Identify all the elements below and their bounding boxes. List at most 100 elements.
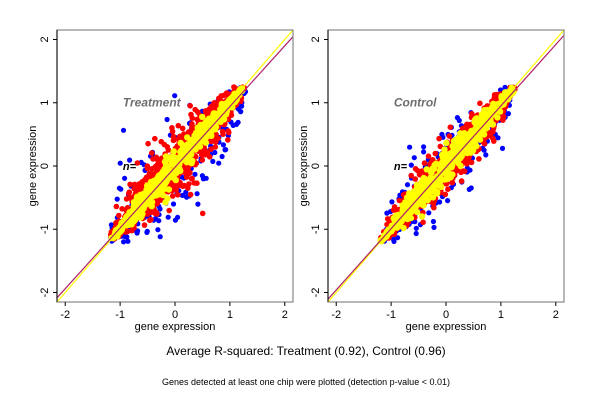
data-point	[189, 121, 195, 127]
treatment-x-ticks: -2 -1 0 1 2	[60, 302, 288, 321]
data-point	[194, 191, 200, 197]
data-point	[216, 160, 222, 166]
data-point	[150, 192, 158, 199]
data-point	[203, 149, 210, 156]
x-tick-label: -2	[331, 309, 341, 321]
data-point	[452, 136, 460, 143]
data-point	[404, 182, 411, 188]
data-point	[208, 146, 214, 152]
data-point	[183, 189, 189, 195]
data-point	[121, 239, 127, 245]
data-point	[437, 167, 444, 175]
data-point	[468, 159, 475, 166]
control-title: Control	[394, 96, 437, 110]
data-point	[124, 234, 130, 240]
y-tick-label: -1	[39, 224, 51, 234]
data-point	[458, 169, 464, 176]
data-point	[413, 225, 419, 231]
data-point	[144, 163, 151, 169]
data-point	[225, 137, 231, 143]
x-tick-label: 2	[553, 309, 559, 321]
data-point	[223, 147, 229, 153]
data-point	[165, 186, 173, 193]
data-point	[445, 198, 451, 204]
data-point	[131, 185, 137, 192]
data-point	[396, 197, 403, 204]
treatment-panel: -2 -1 0 1 2 -2 -1 0 1 2 Treatment n= gene expres…	[27, 29, 294, 333]
data-point	[188, 111, 194, 118]
control-reference-lines	[327, 29, 565, 303]
data-point	[458, 178, 465, 184]
data-point	[169, 193, 176, 199]
data-point	[436, 178, 444, 185]
data-point	[169, 125, 175, 131]
data-point	[189, 157, 196, 164]
data-point	[185, 165, 191, 171]
data-point	[408, 172, 415, 179]
y-tick-label: 1	[39, 100, 51, 106]
data-point	[136, 204, 144, 212]
data-point	[220, 142, 226, 148]
y-tick-label: 0	[39, 163, 51, 169]
data-point	[421, 160, 428, 166]
data-point	[432, 150, 439, 157]
data-point	[113, 203, 120, 210]
data-point	[412, 176, 419, 182]
x-tick-label: -2	[60, 309, 70, 321]
data-point	[433, 160, 440, 167]
data-point	[144, 228, 150, 234]
data-point	[139, 179, 145, 185]
data-point	[407, 144, 413, 150]
data-point	[199, 113, 206, 121]
data-point	[389, 199, 395, 205]
y-tick-label: -2	[39, 288, 51, 298]
x-tick-label: -1	[115, 309, 125, 321]
data-point	[395, 235, 401, 241]
data-point	[114, 196, 120, 202]
data-point	[157, 234, 163, 240]
data-point	[454, 115, 460, 121]
data-point	[431, 204, 437, 211]
data-point	[117, 160, 123, 166]
data-point	[466, 142, 473, 149]
data-point	[170, 154, 177, 161]
data-point	[175, 192, 181, 198]
data-point	[147, 185, 155, 192]
detection-caption: Genes detected at least one chip were pl…	[162, 377, 450, 387]
data-point	[491, 138, 497, 144]
data-point	[391, 238, 397, 244]
treatment-n-label: n=	[123, 161, 137, 173]
data-point	[183, 174, 190, 180]
data-point	[437, 143, 444, 150]
data-point	[472, 140, 479, 148]
y-tick-label: -2	[310, 288, 322, 298]
data-point	[490, 100, 497, 108]
data-point	[160, 171, 167, 178]
reference-line-identity	[56, 29, 294, 303]
data-point	[162, 153, 170, 160]
data-point	[446, 133, 453, 139]
data-point	[449, 179, 456, 186]
data-point	[403, 194, 411, 201]
data-point	[164, 116, 170, 123]
data-point	[224, 104, 231, 111]
data-point	[199, 157, 206, 163]
data-point	[120, 127, 127, 133]
data-point	[138, 194, 146, 202]
x-tick-label: -1	[386, 309, 396, 321]
data-point	[235, 106, 242, 112]
data-point	[165, 214, 171, 220]
data-point	[154, 200, 160, 207]
data-point	[118, 186, 124, 192]
y-tick-label: 2	[310, 36, 322, 42]
data-point	[430, 218, 436, 225]
data-point	[412, 166, 419, 172]
data-point	[218, 93, 225, 99]
data-point	[129, 227, 135, 234]
data-point	[408, 162, 414, 168]
data-point	[152, 135, 158, 142]
control-y-ticks: -2 -1 0 1 2	[310, 36, 328, 297]
treatment-y-label: gene expression	[27, 126, 39, 207]
data-point	[134, 160, 141, 166]
data-point	[124, 215, 131, 222]
